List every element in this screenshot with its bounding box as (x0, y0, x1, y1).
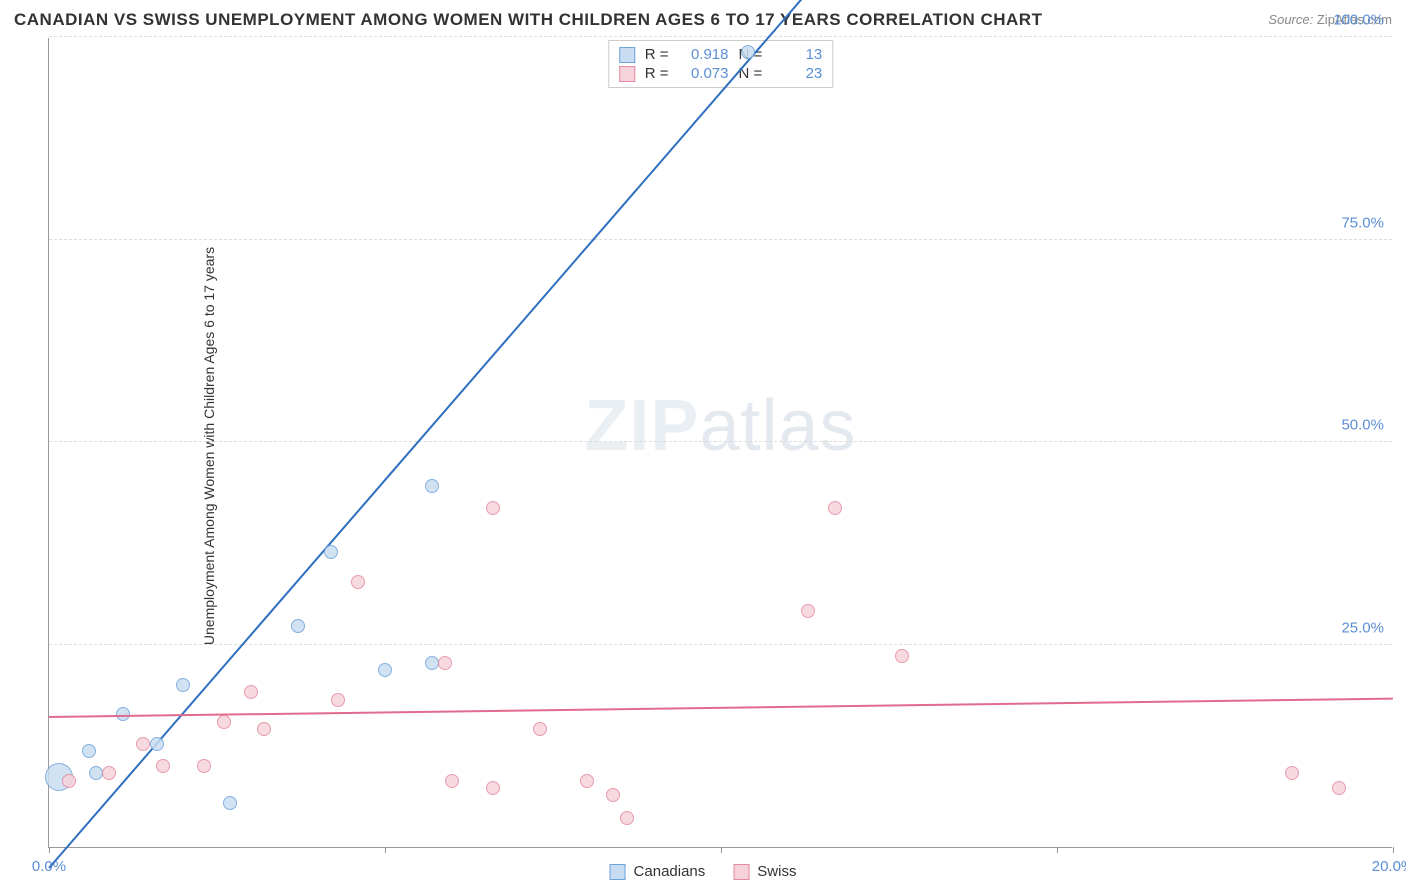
data-point (445, 774, 459, 788)
y-tick-label: 50.0% (1341, 417, 1384, 434)
legend-r-value: 0.073 (679, 65, 729, 82)
data-point (82, 744, 96, 758)
legend-swatch (619, 66, 635, 82)
legend-swatch (619, 47, 635, 63)
legend-item: Swiss (733, 863, 796, 880)
data-point (895, 649, 909, 663)
data-point (425, 479, 439, 493)
chart-title: CANADIAN VS SWISS UNEMPLOYMENT AMONG WOM… (14, 10, 1042, 30)
data-point (331, 693, 345, 707)
data-point (828, 501, 842, 515)
data-point (197, 759, 211, 773)
legend-swatch (610, 864, 626, 880)
data-point (351, 575, 365, 589)
watermark-light: atlas (699, 386, 856, 466)
legend-item: Canadians (610, 863, 706, 880)
legend-n-value: 13 (772, 46, 822, 63)
gridline (49, 441, 1392, 442)
data-point (1285, 766, 1299, 780)
x-tick (49, 847, 50, 853)
data-point (257, 722, 271, 736)
data-point (223, 796, 237, 810)
x-tick-label: 20.0% (1372, 858, 1406, 875)
x-tick (1057, 847, 1058, 853)
x-tick (1393, 847, 1394, 853)
data-point (378, 663, 392, 677)
data-point (801, 604, 815, 618)
legend-n-value: 23 (772, 65, 822, 82)
series-legend: Canadians Swiss (610, 863, 797, 880)
data-point (324, 545, 338, 559)
chart-plot-area: ZIPatlas R =0.918N =13R =0.073N =23 25.0… (48, 38, 1392, 848)
data-point (533, 722, 547, 736)
data-point (176, 678, 190, 692)
gridline (49, 36, 1392, 37)
data-point (486, 781, 500, 795)
legend-r-value: 0.918 (679, 46, 729, 63)
legend-row: R =0.918N =13 (619, 45, 823, 64)
y-tick-label: 100.0% (1333, 12, 1384, 29)
data-point (606, 788, 620, 802)
gridline (49, 239, 1392, 240)
y-tick-label: 75.0% (1341, 214, 1384, 231)
watermark: ZIPatlas (584, 385, 856, 467)
data-point (438, 656, 452, 670)
data-point (89, 766, 103, 780)
data-point (136, 737, 150, 751)
legend-r-label: R = (645, 46, 669, 63)
data-point (425, 656, 439, 670)
trend-line (49, 698, 1393, 718)
legend-label: Canadians (634, 863, 706, 880)
watermark-bold: ZIP (584, 386, 699, 466)
data-point (1332, 781, 1346, 795)
legend-label: Swiss (757, 863, 796, 880)
data-point (217, 715, 231, 729)
data-point (244, 685, 258, 699)
data-point (741, 45, 755, 59)
legend-r-label: R = (645, 65, 669, 82)
legend-swatch (733, 864, 749, 880)
x-tick (385, 847, 386, 853)
y-tick-label: 25.0% (1341, 619, 1384, 636)
data-point (291, 619, 305, 633)
data-point (62, 774, 76, 788)
data-point (150, 737, 164, 751)
data-point (620, 811, 634, 825)
source-label: Source: (1268, 12, 1313, 27)
data-point (580, 774, 594, 788)
data-point (486, 501, 500, 515)
gridline (49, 644, 1392, 645)
x-tick (721, 847, 722, 853)
data-point (102, 766, 116, 780)
correlation-legend: R =0.918N =13R =0.073N =23 (608, 40, 834, 88)
legend-row: R =0.073N =23 (619, 64, 823, 83)
data-point (156, 759, 170, 773)
